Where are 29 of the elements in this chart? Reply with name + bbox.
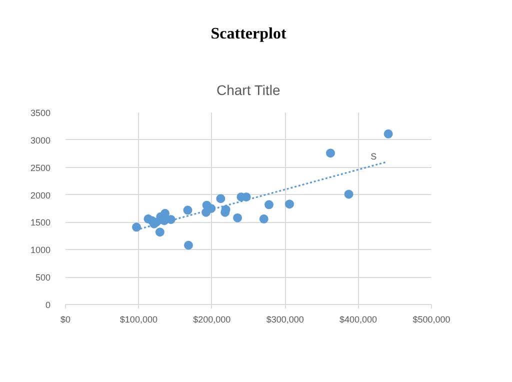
y-tick-label: 2000 [30, 190, 51, 200]
annotation: S [370, 151, 377, 162]
y-tick-label: 2500 [30, 162, 51, 173]
point [132, 222, 142, 232]
chart-title: Scatterplot [210, 26, 287, 42]
point [284, 200, 294, 209]
point [183, 206, 192, 215]
y-tick-label: 1000 [30, 245, 51, 256]
y-tick-label: 3500 [30, 108, 51, 118]
y-tick-label: 500 [35, 272, 51, 283]
point [344, 190, 354, 199]
y-tick-label: 3000 [30, 135, 51, 146]
point [233, 213, 242, 222]
x-tick-label: $0 [60, 314, 71, 324]
point [384, 129, 393, 138]
x-tick-label: $200,000 [193, 314, 231, 324]
point [155, 228, 164, 237]
point [184, 240, 193, 250]
x-tick-label: $500,000 [412, 314, 450, 324]
chart-subtitle: Chart Title [216, 82, 280, 98]
x-tick-label: $400,000 [340, 314, 378, 324]
x-tick-label: $100,000 [120, 314, 158, 324]
point [264, 200, 274, 210]
point [259, 214, 268, 224]
y-tick-label: 0 [45, 300, 51, 310]
x-tick-label: $300,000 [266, 314, 304, 324]
point [326, 148, 335, 158]
y-tick-label: 1500 [30, 218, 51, 228]
point [216, 194, 226, 204]
